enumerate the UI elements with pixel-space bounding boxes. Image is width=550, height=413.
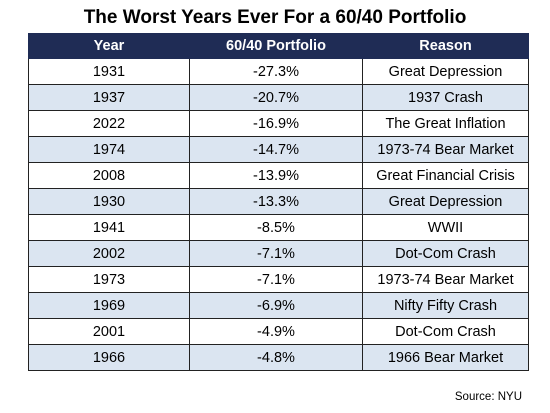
cell-year: 1973 [28, 266, 190, 293]
cell-year: 1974 [28, 136, 190, 163]
table-row: 1969 -6.9% Nifty Fifty Crash [28, 292, 529, 319]
cell-portfolio-return: -4.8% [189, 344, 363, 371]
cell-portfolio-return: -27.3% [189, 58, 363, 85]
table-row: 1937 -20.7% 1937 Crash [28, 84, 529, 111]
cell-reason: Dot-Com Crash [362, 240, 529, 267]
table-row: 1930 -13.3% Great Depression [28, 188, 529, 215]
cell-year: 2008 [28, 162, 190, 189]
cell-reason: 1973-74 Bear Market [362, 266, 529, 293]
cell-reason: Dot-Com Crash [362, 318, 529, 345]
table-row: 1966 -4.8% 1966 Bear Market [28, 344, 529, 371]
table-body: 1931 -27.3% Great Depression 1937 -20.7% 1937… [28, 58, 529, 371]
column-header-portfolio: 60/40 Portfolio [189, 33, 363, 59]
cell-year: 1937 [28, 84, 190, 111]
cell-year: 1931 [28, 58, 190, 85]
cell-portfolio-return: -7.1% [189, 266, 363, 293]
cell-reason: Great Depression [362, 188, 529, 215]
cell-year: 2002 [28, 240, 190, 267]
table-row: 2001 -4.9% Dot-Com Crash [28, 318, 529, 345]
table-row: 2008 -13.9% Great Financial Crisis [28, 162, 529, 189]
cell-year: 2001 [28, 318, 190, 345]
cell-portfolio-return: -14.7% [189, 136, 363, 163]
cell-year: 1941 [28, 214, 190, 241]
cell-year: 1966 [28, 344, 190, 371]
table-row: 1974 -14.7% 1973-74 Bear Market [28, 136, 529, 163]
cell-reason: 1966 Bear Market [362, 344, 529, 371]
table-row: 1941 -8.5% WWII [28, 214, 529, 241]
cell-reason: The Great Inflation [362, 110, 529, 137]
cell-reason: 1937 Crash [362, 84, 529, 111]
cell-year: 1969 [28, 292, 190, 319]
table-header-row: Year 60/40 Portfolio Reason [28, 33, 529, 59]
cell-reason: Great Depression [362, 58, 529, 85]
worst-years-table: Year 60/40 Portfolio Reason 1931 -27.3% Gr… [28, 33, 529, 371]
cell-reason: Nifty Fifty Crash [362, 292, 529, 319]
cell-portfolio-return: -7.1% [189, 240, 363, 267]
cell-reason: WWII [362, 214, 529, 241]
cell-portfolio-return: -4.9% [189, 318, 363, 345]
cell-portfolio-return: -13.3% [189, 188, 363, 215]
cell-portfolio-return: -8.5% [189, 214, 363, 241]
cell-portfolio-return: -16.9% [189, 110, 363, 137]
cell-portfolio-return: -6.9% [189, 292, 363, 319]
cell-year: 1930 [28, 188, 190, 215]
table-row: 2002 -7.1% Dot-Com Crash [28, 240, 529, 267]
table-row: 1931 -27.3% Great Depression [28, 58, 529, 85]
table-row: 1973 -7.1% 1973-74 Bear Market [28, 266, 529, 293]
table-row: 2022 -16.9% The Great Inflation [28, 110, 529, 137]
cell-year: 2022 [28, 110, 190, 137]
cell-portfolio-return: -13.9% [189, 162, 363, 189]
cell-reason: Great Financial Crisis [362, 162, 529, 189]
column-header-year: Year [28, 33, 190, 59]
column-header-reason: Reason [362, 33, 529, 59]
cell-reason: 1973-74 Bear Market [362, 136, 529, 163]
chart-title: The Worst Years Ever For a 60/40 Portfol… [83, 7, 467, 28]
source-note: Source: NYU [454, 391, 522, 403]
cell-portfolio-return: -20.7% [189, 84, 363, 111]
